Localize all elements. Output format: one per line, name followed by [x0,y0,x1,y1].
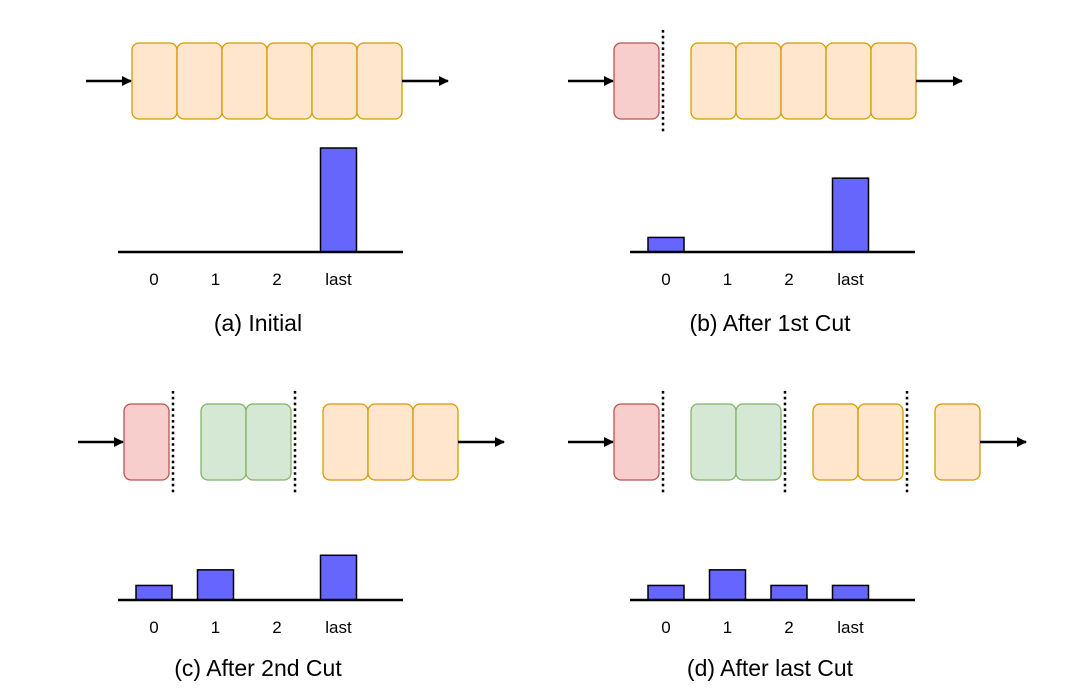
orange-cell-a-3 [266,42,313,120]
orange-cell-c-4 [367,403,414,481]
green-cell-d-2 [735,403,782,481]
panel-d: 0 1 2 last (d) After last Cut [568,391,1027,681]
tick-label-a-2: 2 [272,270,281,289]
orange-cell-a-5 [356,42,403,120]
tick-label-b-0: 0 [661,270,670,289]
tick-label-d-2: 2 [784,618,793,637]
orange-cell-d-3 [812,403,859,481]
queue-a [86,42,449,120]
tick-label-a-1: 1 [211,270,220,289]
orange-cell-b-4 [825,42,872,120]
bar-c-last [319,554,358,601]
orange-cell-a-0 [131,42,178,120]
red-cell-d-0 [613,403,660,481]
bar-c-1 [196,569,235,601]
red-cell-b-0 [613,42,660,120]
orange-cell-a-1 [176,42,223,120]
orange-cell-c-3 [322,403,369,481]
orange-cell-d-4 [857,403,904,481]
histogram-c: 0 1 2 last [118,554,403,637]
bar-d-last [831,584,870,601]
bar-c-0 [135,584,173,601]
queue-d [568,391,1027,493]
caption-a: (a) Initial [214,310,302,336]
tick-label-d-1: 1 [723,618,732,637]
bar-b-last [831,177,870,253]
orange-cell-d-5 [934,403,981,481]
queue-b [568,30,963,132]
histogram-b: 0 1 2 last [630,177,915,289]
caption-c: (c) After 2nd Cut [174,655,342,681]
orange-cell-a-2 [221,42,268,120]
tick-label-b-last: last [837,270,864,289]
tick-label-c-0: 0 [149,618,158,637]
panel-b: 0 1 2 last (b) After 1st Cut [568,30,963,336]
panel-a: 0 1 2 last (a) Initial [86,42,449,336]
histogram-a: 0 1 2 last [118,147,403,289]
orange-cell-a-4 [311,42,358,120]
orange-cell-b-5 [870,42,917,120]
bar-d-0 [647,584,685,601]
green-cell-c-2 [245,403,292,481]
queue-c [78,391,505,493]
tick-label-b-2: 2 [784,270,793,289]
tick-label-a-0: 0 [149,270,158,289]
orange-cell-b-3 [780,42,827,120]
caption-b: (b) After 1st Cut [689,310,851,336]
orange-cell-b-2 [735,42,782,120]
tick-label-c-1: 1 [211,618,220,637]
orange-cell-b-1 [690,42,737,120]
bar-d-1 [708,569,747,601]
orange-cell-c-5 [412,403,459,481]
panel-c: 0 1 2 last (c) After 2nd Cut [78,391,505,681]
bar-d-2 [770,584,808,601]
green-cell-d-1 [690,403,737,481]
histogram-d: 0 1 2 last [630,569,915,637]
tick-label-d-0: 0 [661,618,670,637]
tick-label-b-1: 1 [723,270,732,289]
tick-label-c-last: last [325,618,352,637]
bar-a-last [319,147,358,253]
tick-label-c-2: 2 [272,618,281,637]
bar-b-0 [647,236,685,253]
green-cell-c-1 [200,403,247,481]
red-cell-c-0 [123,403,170,481]
tick-label-d-last: last [837,618,864,637]
caption-d: (d) After last Cut [687,655,854,681]
tick-label-a-last: last [325,270,352,289]
